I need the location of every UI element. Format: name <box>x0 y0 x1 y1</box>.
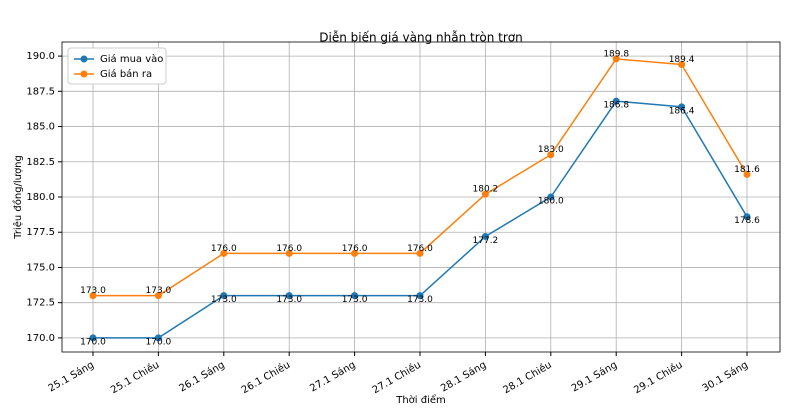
data-point <box>89 292 97 300</box>
data-label: 173.0 <box>211 295 237 305</box>
data-label: 176.0 <box>211 244 237 254</box>
chart-title: Diễn biến giá vàng nhẫn tròn trơn <box>319 31 522 45</box>
data-label: 180.0 <box>538 197 564 207</box>
data-label: 170.0 <box>80 337 106 347</box>
data-point <box>154 334 162 342</box>
data-label: 189.4 <box>669 55 695 65</box>
x-tick-label: 26.1 Chiều <box>239 359 292 396</box>
y-tick-label: 177.5 <box>26 227 55 238</box>
data-point <box>743 213 751 221</box>
y-tick-label: 170.0 <box>26 333 55 344</box>
x-tick-label: 28.1 Chiều <box>501 359 554 396</box>
legend-label: Giá bán ra <box>100 68 152 80</box>
legend-marker <box>80 55 88 63</box>
data-point <box>678 103 686 111</box>
data-label: 170.0 <box>146 337 172 347</box>
data-label: 180.2 <box>473 185 499 195</box>
x-axis-label: Thời điểm <box>395 393 446 406</box>
data-label: 181.6 <box>734 165 760 175</box>
data-label: 186.8 <box>603 101 629 111</box>
y-tick-label: 180.0 <box>26 192 55 203</box>
data-label: 176.0 <box>407 244 433 254</box>
data-point <box>678 61 686 69</box>
data-label: 173.0 <box>407 295 433 305</box>
x-tick-label: 29.1 Sáng <box>569 359 619 395</box>
data-label: 178.6 <box>734 216 760 226</box>
data-point <box>89 334 97 342</box>
data-point <box>351 292 359 300</box>
legend-label: Giá mua vào <box>100 53 163 65</box>
x-tick-label: 27.1 Sáng <box>308 359 358 395</box>
y-tick-label: 185.0 <box>26 122 55 133</box>
x-tick-label: 26.1 Sáng <box>177 359 227 395</box>
data-point <box>285 292 293 300</box>
y-tick-label: 182.5 <box>26 157 55 168</box>
data-label: 173.0 <box>276 295 302 305</box>
y-tick-label: 172.5 <box>26 298 55 309</box>
data-point <box>220 249 228 257</box>
data-label: 183.0 <box>538 145 564 155</box>
data-point <box>154 292 162 300</box>
data-point <box>416 249 424 257</box>
data-label: 177.2 <box>473 236 499 246</box>
data-label: 173.0 <box>342 295 368 305</box>
data-label: 189.8 <box>603 49 629 59</box>
legend-box <box>67 47 167 85</box>
data-point <box>481 190 489 198</box>
x-tick-label: 25.1 Sáng <box>46 359 96 395</box>
data-point <box>285 249 293 257</box>
y-tick-label: 175.0 <box>26 262 55 273</box>
y-axis-label: Triệu đồng/lượng <box>12 155 24 240</box>
data-point <box>612 97 620 105</box>
data-point <box>743 170 751 178</box>
data-point <box>612 55 620 63</box>
data-label: 173.0 <box>146 286 172 296</box>
data-label: 176.0 <box>276 244 302 254</box>
data-label: 173.0 <box>80 286 106 296</box>
data-label: 176.0 <box>342 244 368 254</box>
x-tick-label: 29.1 Chiều <box>632 359 685 396</box>
y-tick-label: 187.5 <box>26 86 55 97</box>
data-point <box>220 292 228 300</box>
data-label: 186.4 <box>669 106 695 116</box>
x-tick-label: 27.1 Chiều <box>370 359 423 396</box>
legend-marker <box>80 70 88 78</box>
data-point <box>547 193 555 201</box>
data-point <box>416 292 424 300</box>
data-point <box>481 232 489 240</box>
x-tick-label: 30.1 Sáng <box>700 359 750 395</box>
x-tick-label: 25.1 Chiều <box>109 359 162 396</box>
data-point <box>547 151 555 159</box>
data-point <box>351 249 359 257</box>
x-tick-label: 28.1 Sáng <box>439 359 489 395</box>
y-tick-label: 190.0 <box>26 51 55 62</box>
plot-frame <box>61 41 781 353</box>
